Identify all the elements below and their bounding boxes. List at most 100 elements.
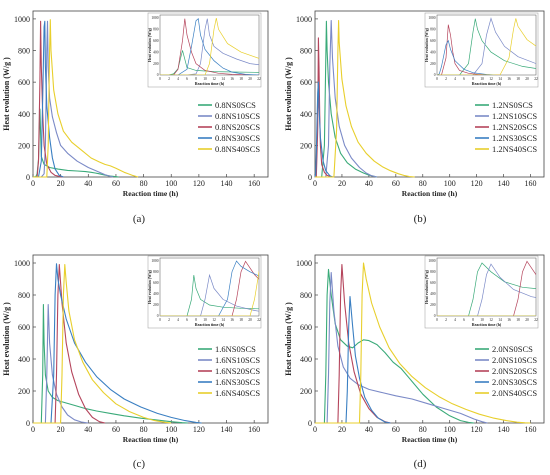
inset-background [147,12,262,88]
inset-x-tick-label: 2 [445,318,447,322]
x-tick-label: 160 [248,179,260,188]
x-tick-label: 160 [525,425,537,434]
y-tick-label: 1000 [296,15,312,24]
x-tick-label: 0 [313,425,317,434]
inset-y-tick-label: 600 [430,39,436,43]
x-tick-label: 140 [498,425,510,434]
inset-y-tick-label: 400 [430,50,436,54]
inset-x-axis-label: Reaction time (h) [472,322,502,327]
x-tick-label: 140 [221,425,233,434]
inset-x-tick-label: 4 [454,77,456,81]
y-tick-label: 0 [308,173,312,182]
x-tick-label: 40 [365,179,373,188]
inset-y-tick-label: 400 [153,50,159,54]
y-tick-label: 0 [26,173,30,182]
x-tick-label: 80 [140,425,148,434]
x-axis-label: Reaction time (h) [402,435,458,444]
inset-y-tick-label: 400 [153,292,159,296]
x-tick-label: 40 [84,179,92,188]
legend-label: 1.6NS10SCS [215,355,260,365]
series-line-2.0ns30scs [315,296,391,424]
series-line-1.2ns10scs [315,19,378,178]
inset-y-tick-label: 0 [434,73,436,77]
inset-series-line-1.6ns10scs [160,273,259,316]
legend-label: 1.2NS40SCS [492,144,537,154]
y-axis-label: Heat evolution (W/g ) [2,302,11,376]
legend-label: 1.6NS30SCS [215,377,260,387]
inset-y-tick-label: 400 [430,292,436,296]
inset-x-tick-label: 4 [177,318,179,322]
inset-series-line-1.2ns10scs [437,17,536,75]
x-tick-label: 20 [57,179,65,188]
x-tick-label: 60 [392,425,400,434]
series-line-1.2ns40scs [315,19,415,178]
inset-y-tick-label: 1000 [151,259,158,263]
legend-label: 1.2NS0SCS [492,100,533,110]
legend-label: 1.2NS10SCS [492,111,537,121]
panel-label: (a) [133,213,146,225]
legend-label: 0.8NS0SCS [215,100,256,110]
inset-y-tick-label: 0 [157,314,159,318]
y-tick-label: 800 [18,291,30,300]
x-tick-label: 60 [392,179,400,188]
inset-y-axis-label: Heat evolution (W/g) [148,27,152,62]
inset-y-tick-label: 600 [153,281,159,285]
x-axis-label: Reaction time (h) [123,189,179,198]
inset-y-tick-label: 800 [153,270,159,274]
inset-lines [160,18,259,75]
x-axis-label: Reaction time (h) [402,189,458,198]
legend-label: 2.0NS40SCS [492,388,537,398]
inset-series-line-1.6ns30scs [160,260,259,316]
inset-x-tick-label: 2 [445,77,447,81]
y-tick-label: 0 [308,419,312,428]
x-tick-label: 40 [84,425,92,434]
inset-y-tick-label: 1000 [151,16,158,20]
legend-label: 1.2NS20SCS [492,122,537,132]
inset-y-tick-label: 800 [430,270,436,274]
inset-x-tick-label: 14 [221,77,225,81]
legend-label: 2.0NS0SCS [492,344,533,354]
inset-series-line-1.2ns40scs [437,18,536,75]
x-tick-label: 120 [471,425,483,434]
inset-x-tick-label: 18 [516,77,520,81]
inset-x-tick-label: 20 [525,77,529,81]
x-tick-label: 160 [525,179,537,188]
series-line-2.0ns0scs [315,268,475,424]
inset-y-axis-label: Heat evolution (W/g) [425,269,429,304]
y-axis-label: Heat evolution (W/g ) [2,57,11,131]
y-tick-label: 200 [18,387,30,396]
y-tick-label: 800 [300,291,312,300]
inset-x-tick-label: 12 [212,77,216,81]
x-tick-label: 20 [338,425,346,434]
series-line-1.2ns0scs [315,20,378,178]
inset-x-tick-label: 12 [212,318,216,322]
inset-x-tick-label: 18 [239,318,243,322]
y-tick-label: 400 [18,110,30,119]
inset-y-tick-label: 200 [430,303,436,307]
inset-series-line-0.8ns20scs [160,18,259,75]
series-line-1.6ns20scs [33,264,106,424]
inset-y-tick-label: 200 [430,62,436,66]
inset-x-tick-label: 16 [230,318,234,322]
inset-x-axis-label: Reaction time (h) [195,322,225,327]
y-tick-label: 400 [300,110,312,119]
x-axis-label: Reaction time (h) [123,435,179,444]
x-tick-label: 100 [165,425,177,434]
inset-x-tick-label: 10 [203,318,207,322]
inset-x-tick-label: 2 [168,318,170,322]
series-line-0.8ns30scs [33,20,64,178]
series-line-1.6ns40scs [33,264,172,424]
y-tick-label: 0 [26,419,30,428]
inset-y-tick-label: 1000 [428,259,435,263]
x-tick-label: 140 [498,179,510,188]
series-line-1.6ns30scs [33,263,202,424]
series-line-1.6ns10scs [33,304,89,424]
y-tick-label: 800 [300,47,312,56]
inset-x-tick-label: 22 [257,77,261,81]
y-tick-label: 800 [18,47,30,56]
x-tick-label: 20 [57,425,65,434]
inset-y-tick-label: 0 [157,73,159,77]
inset-x-tick-label: 4 [454,318,456,322]
y-tick-label: 600 [300,323,312,332]
